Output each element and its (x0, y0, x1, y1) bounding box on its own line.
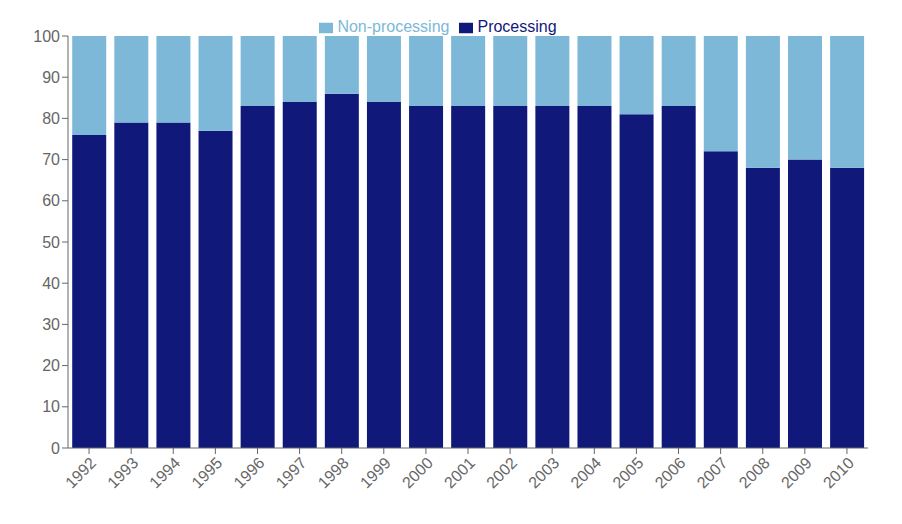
svg-text:0: 0 (51, 440, 60, 457)
svg-text:60: 60 (42, 192, 60, 209)
svg-text:2001: 2001 (441, 454, 478, 491)
svg-text:2003: 2003 (525, 454, 562, 491)
svg-text:70: 70 (42, 151, 60, 168)
html-text:Non-processing: Non-processing (337, 18, 450, 35)
svg-text:50: 50 (42, 234, 60, 251)
svg-text:20: 20 (42, 357, 60, 374)
svg-text:2007: 2007 (694, 454, 731, 491)
svg-text:30: 30 (42, 316, 60, 333)
svg-text:1999: 1999 (357, 454, 394, 491)
svg-text:2009: 2009 (778, 454, 815, 491)
svg-text:100: 100 (33, 28, 60, 45)
svg-text:2004: 2004 (567, 454, 604, 491)
svg-text:1997: 1997 (273, 454, 310, 491)
svg-text:90: 90 (42, 69, 60, 86)
svg-text:1992: 1992 (62, 454, 99, 491)
svg-text:1993: 1993 (104, 454, 141, 491)
svg-text:1994: 1994 (146, 454, 183, 491)
html-text:Processing: Processing (477, 18, 557, 35)
svg-text:1998: 1998 (315, 454, 352, 491)
svg-text:2005: 2005 (609, 454, 646, 491)
svg-text:80: 80 (42, 110, 60, 127)
svg-text:1996: 1996 (230, 454, 267, 491)
svg-text:10: 10 (42, 398, 60, 415)
svg-text:2000: 2000 (399, 454, 436, 491)
svg-text:2006: 2006 (651, 454, 688, 491)
svg-text:1995: 1995 (188, 454, 225, 491)
svg-text:2010: 2010 (820, 454, 857, 491)
svg-text:40: 40 (42, 275, 60, 292)
svg-text:2002: 2002 (483, 454, 520, 491)
svg-text:2008: 2008 (736, 454, 773, 491)
